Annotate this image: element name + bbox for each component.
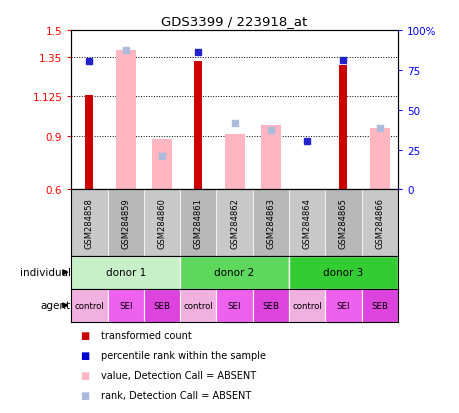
Text: SEI: SEI xyxy=(227,301,241,310)
Bar xyxy=(325,289,361,322)
Bar xyxy=(71,190,107,256)
Text: donor 2: donor 2 xyxy=(214,268,254,278)
Text: donor 3: donor 3 xyxy=(323,268,363,278)
Bar xyxy=(107,190,144,256)
Bar xyxy=(180,190,216,256)
Bar xyxy=(216,289,252,322)
Text: transformed count: transformed count xyxy=(101,330,191,340)
Bar xyxy=(361,289,397,322)
Text: percentile rank within the sample: percentile rank within the sample xyxy=(101,350,266,360)
Bar xyxy=(144,190,180,256)
Bar xyxy=(144,289,180,322)
Text: ■: ■ xyxy=(80,350,90,360)
Bar xyxy=(260,126,280,190)
Bar xyxy=(325,190,361,256)
Bar xyxy=(288,256,397,289)
Bar xyxy=(194,62,202,190)
Bar xyxy=(361,190,397,256)
Bar xyxy=(288,289,325,322)
Bar xyxy=(252,289,288,322)
Bar xyxy=(216,190,252,256)
Text: SEB: SEB xyxy=(370,301,387,310)
Text: individual: individual xyxy=(20,268,71,278)
Text: SEI: SEI xyxy=(336,301,349,310)
Text: control: control xyxy=(74,301,104,310)
Title: GDS3399 / 223918_at: GDS3399 / 223918_at xyxy=(161,15,307,28)
Bar xyxy=(107,289,144,322)
Text: donor 1: donor 1 xyxy=(106,268,146,278)
Bar xyxy=(339,66,347,190)
Text: rank, Detection Call = ABSENT: rank, Detection Call = ABSENT xyxy=(101,390,251,400)
Text: GSM284860: GSM284860 xyxy=(157,198,166,248)
Text: SEB: SEB xyxy=(262,301,279,310)
Bar xyxy=(288,190,325,256)
Text: GSM284866: GSM284866 xyxy=(375,197,383,249)
Text: SEI: SEI xyxy=(119,301,132,310)
Text: GSM284861: GSM284861 xyxy=(193,198,202,248)
Text: GSM284859: GSM284859 xyxy=(121,198,130,248)
Text: GSM284865: GSM284865 xyxy=(338,198,347,248)
Text: ■: ■ xyxy=(80,390,90,400)
Text: value, Detection Call = ABSENT: value, Detection Call = ABSENT xyxy=(101,370,256,380)
Text: ■: ■ xyxy=(80,370,90,380)
Bar xyxy=(180,256,288,289)
Bar xyxy=(369,129,389,190)
Bar xyxy=(224,134,244,190)
Text: agent: agent xyxy=(41,301,71,311)
Bar xyxy=(85,95,93,190)
Bar xyxy=(180,289,216,322)
Text: SEB: SEB xyxy=(153,301,170,310)
Text: GSM284863: GSM284863 xyxy=(266,197,275,249)
Bar xyxy=(252,190,288,256)
Bar xyxy=(152,140,172,190)
Bar xyxy=(71,289,107,322)
Text: GSM284864: GSM284864 xyxy=(302,198,311,248)
Text: control: control xyxy=(183,301,213,310)
Text: GSM284862: GSM284862 xyxy=(230,198,239,248)
Text: control: control xyxy=(291,301,321,310)
Bar xyxy=(116,51,135,190)
Text: ■: ■ xyxy=(80,330,90,340)
Bar xyxy=(71,256,180,289)
Text: GSM284858: GSM284858 xyxy=(85,198,94,248)
